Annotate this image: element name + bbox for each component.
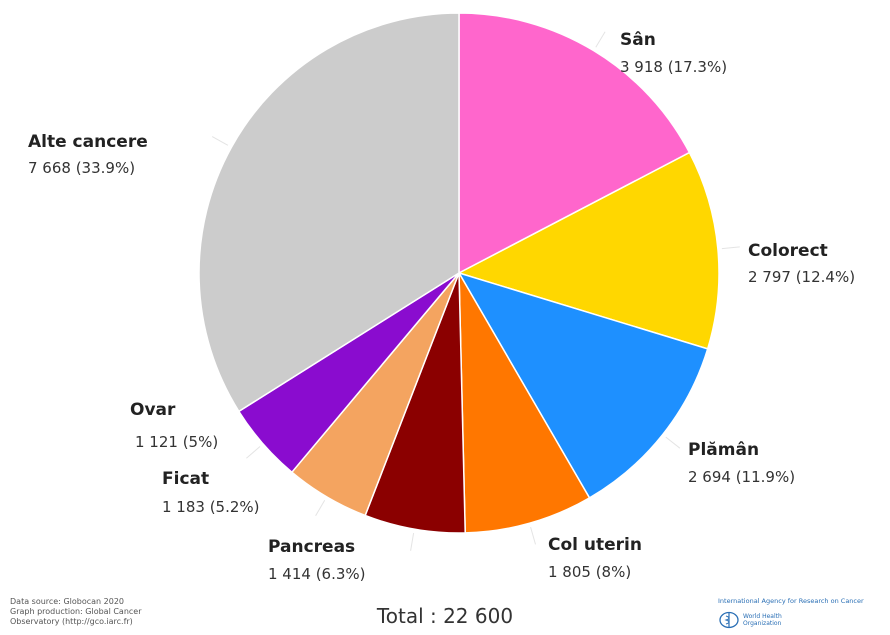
- leader-lines: [211, 31, 740, 551]
- leader-line: [595, 31, 606, 48]
- data-source-note: Data source: Globocan 2020 Graph product…: [10, 597, 200, 627]
- slice-name-label: Ficat: [162, 469, 209, 489]
- slice-value-label: 2 797 (12.4%): [748, 268, 855, 286]
- pie-slice: [457, 151, 720, 350]
- logos: International Agency for Research on Can…: [718, 597, 886, 629]
- slice-value-label: 1 414 (6.3%): [268, 565, 366, 583]
- total-label: Total : 22 600: [376, 604, 514, 628]
- source-line: Data source: Globocan 2020: [10, 597, 125, 606]
- slice-name-label: Col uterin: [548, 535, 642, 555]
- pie-slice: [458, 272, 591, 534]
- slice-value-label: 3 918 (17.3%): [620, 58, 727, 76]
- who-logo-text: World Health Organization: [743, 613, 782, 627]
- slice-name-label: Plămân: [688, 440, 759, 460]
- who-line: Organization: [743, 620, 782, 627]
- slice-value-label: 2 694 (11.9%): [688, 468, 795, 486]
- leader-line: [665, 436, 681, 449]
- pie-slice: [458, 12, 691, 275]
- slice-value-label: 1 121 (5%): [135, 433, 218, 451]
- leader-line: [410, 533, 415, 551]
- iarc-logo-text: International Agency for Research on Can…: [718, 597, 864, 605]
- source-line: Observatory (http://gco.iarc.fr): [10, 617, 133, 626]
- leader-line: [315, 500, 326, 517]
- who-emblem-icon: [719, 611, 739, 629]
- who-line: World Health: [743, 613, 782, 620]
- slice-labels: Sân 3 918 (17.3%) Colorect 2 797 (12.4%) Plă…: [28, 30, 855, 583]
- source-line: Graph production: Global Cancer: [10, 607, 142, 616]
- slice-name-label: Colorect: [748, 241, 828, 261]
- who-logo: World Health Organization: [718, 611, 886, 629]
- leader-line: [211, 136, 229, 146]
- slice-name-label: Sân: [620, 30, 656, 50]
- slice-value-label: 1 183 (5.2%): [162, 498, 260, 516]
- pie-slice: [198, 12, 460, 413]
- leader-line: [246, 446, 261, 459]
- pie-slice: [457, 271, 709, 499]
- slice-value-label: 1 805 (8%): [548, 563, 631, 581]
- pie-slices: [198, 12, 720, 534]
- slice-name-label: Alte cancere: [28, 132, 148, 152]
- slice-value-label: 7 668 (33.9%): [28, 159, 135, 177]
- leader-line: [530, 526, 536, 545]
- leader-line: [721, 246, 740, 250]
- slice-name-label: Pancreas: [268, 537, 355, 557]
- slice-name-label: Ovar: [130, 400, 176, 420]
